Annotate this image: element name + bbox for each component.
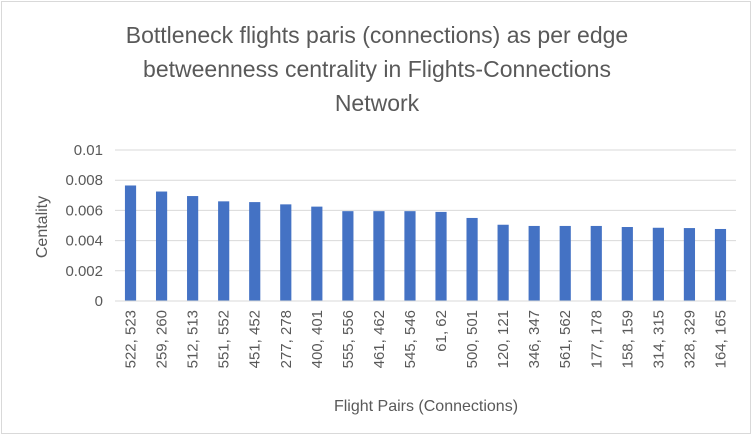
x-axis-title: Flight Pairs (Connections) [334,398,518,415]
bar [280,204,292,301]
x-tick-label: 451, 452 [247,310,264,368]
y-tick-label: 0 [95,293,103,310]
x-tick-label: 277, 278 [278,310,295,368]
x-tick-label: 164, 165 [712,310,729,368]
x-tick-label: 555, 556 [340,310,357,368]
y-axis-title: Centality [34,196,51,258]
x-tick-label: 545, 546 [402,310,419,368]
chart-title-line-3: Network [334,90,420,116]
chart-title: Bottleneck flights paris (connections) a… [0,18,754,120]
x-tick-label: 328, 329 [681,310,698,368]
x-tick-label: 522, 523 [123,310,140,368]
x-tick-label: 346, 347 [526,310,543,368]
bar [621,227,633,301]
bar [249,202,261,301]
bar [528,225,540,301]
x-tick-label: 120, 121 [495,310,512,368]
x-tick-label: 561, 562 [557,310,574,368]
y-tick-label: 0.008 [65,172,103,189]
bars [124,185,727,301]
chart-title-line-2: betweenness centrality in Flights-Connec… [143,56,611,82]
y-tick-label: 0.01 [74,142,103,159]
y-tick-label: 0.002 [65,263,103,280]
x-axis-ticks: 522, 523 259, 260 512, 513 551, 552 451, 452… [123,310,730,368]
bar [404,211,416,301]
bar [311,206,323,301]
bar [714,228,727,301]
x-tick-label: 500, 501 [464,310,481,368]
x-tick-label: 259, 260 [154,310,171,368]
bar [342,211,354,301]
bar [652,227,664,301]
x-tick-label: 461, 462 [371,310,388,368]
chart-title-line-1: Bottleneck flights paris (connections) a… [125,22,629,48]
x-tick-label: 158, 159 [619,310,636,368]
x-tick-label: 177, 178 [588,310,605,368]
y-tick-label: 0.004 [65,233,103,250]
bar [373,211,385,301]
x-tick-label: 61, 62 [433,310,450,352]
bar [559,225,571,301]
x-tick-label: 551, 552 [216,310,233,368]
bar [497,224,509,301]
bar [124,185,137,301]
bar [218,201,230,301]
gridlines [115,149,736,272]
bar [683,228,696,301]
y-axis-ticks: 0 0.002 0.004 0.006 0.008 0.01 [65,142,103,310]
bar [590,225,602,301]
bar [435,211,447,301]
bar [187,196,199,301]
bar [466,217,478,301]
bar [155,191,168,301]
x-tick-label: 314, 315 [650,310,667,368]
y-tick-label: 0.006 [65,202,103,219]
x-tick-label: 400, 401 [309,310,326,368]
x-tick-label: 512, 513 [185,310,202,368]
